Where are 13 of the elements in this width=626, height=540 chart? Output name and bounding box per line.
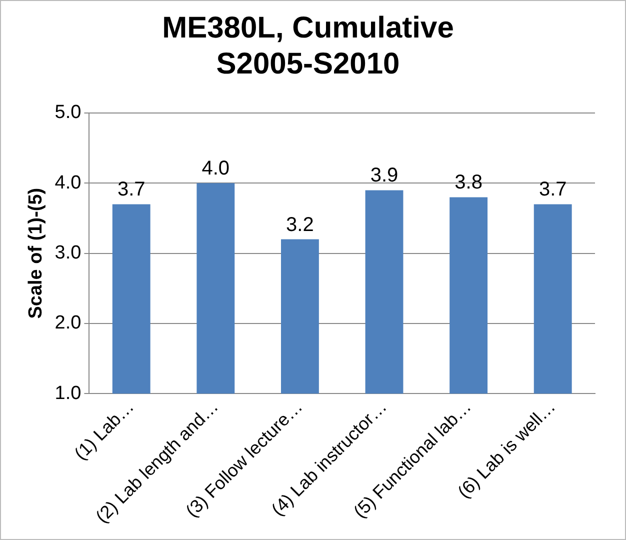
y-axis-title: Scale of (1)-(5) bbox=[26, 188, 47, 319]
data-label: 4.0 bbox=[202, 158, 230, 180]
data-label: 3.9 bbox=[370, 164, 398, 187]
y-tick-label: 2.0 bbox=[54, 312, 82, 334]
data-label: 3.2 bbox=[286, 214, 314, 236]
chart-title: ME380L, Cumulative S2005-S2010 bbox=[162, 11, 454, 80]
y-tick-label: 4.0 bbox=[54, 172, 82, 194]
y-tick-label: 5.0 bbox=[54, 102, 82, 124]
y-tick-label: 1.0 bbox=[54, 382, 82, 404]
data-label: 3.8 bbox=[454, 172, 482, 194]
data-label: 3.7 bbox=[117, 178, 146, 201]
y-tick-label: 3.0 bbox=[54, 242, 82, 264]
data-label: 3.7 bbox=[538, 178, 567, 201]
